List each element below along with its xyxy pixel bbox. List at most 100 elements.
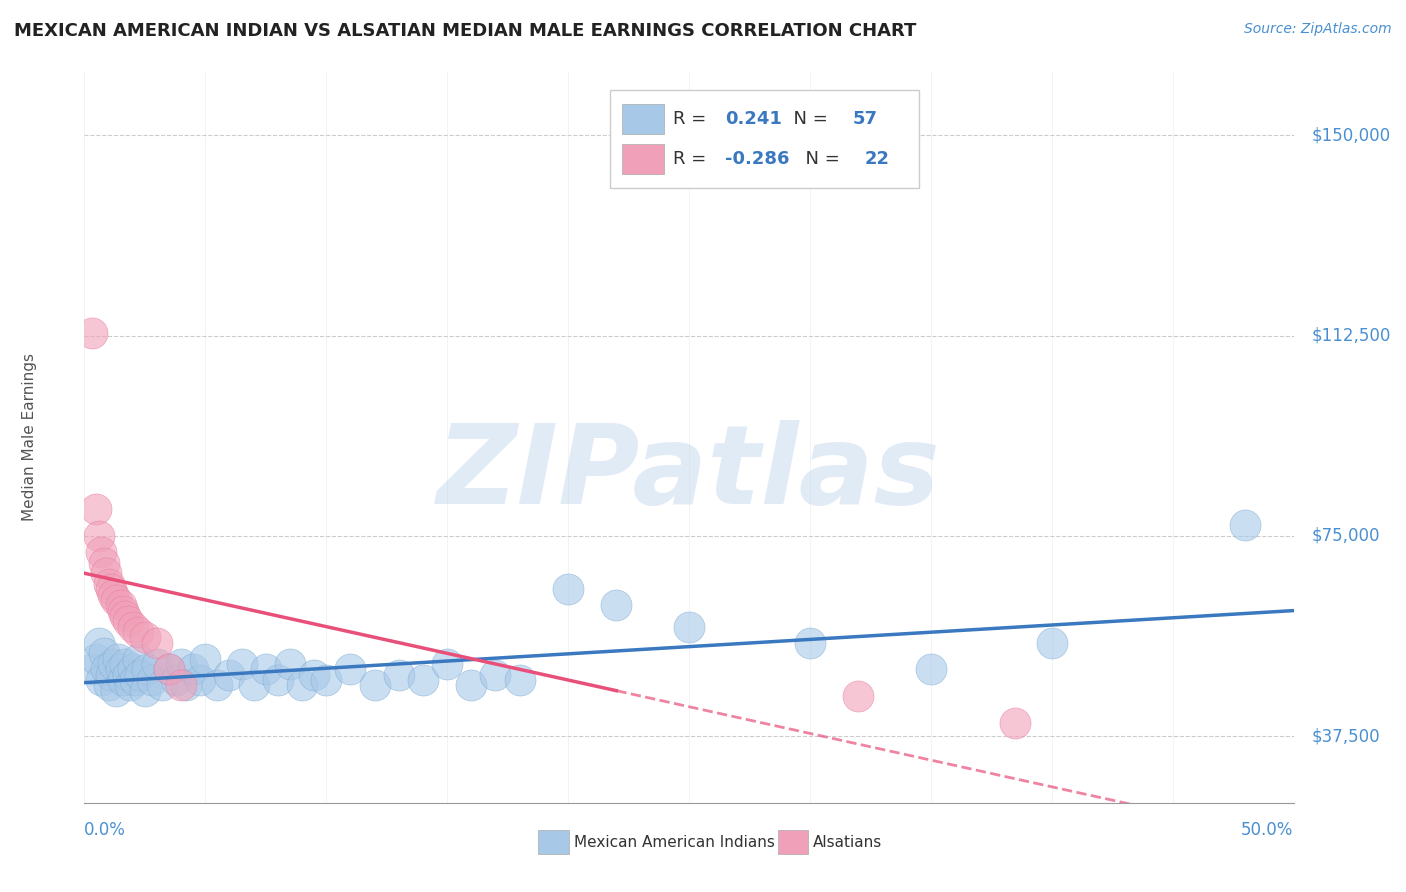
Text: ZIPatlas: ZIPatlas bbox=[437, 420, 941, 527]
Point bbox=[103, 657, 125, 671]
Point bbox=[190, 673, 212, 687]
Text: $75,000: $75,000 bbox=[1312, 527, 1381, 545]
Point bbox=[231, 657, 253, 671]
Point bbox=[127, 624, 149, 639]
Text: MEXICAN AMERICAN INDIAN VS ALSATIAN MEDIAN MALE EARNINGS CORRELATION CHART: MEXICAN AMERICAN INDIAN VS ALSATIAN MEDI… bbox=[14, 22, 917, 40]
Point bbox=[174, 678, 197, 692]
Point bbox=[100, 667, 122, 681]
Point bbox=[412, 673, 434, 687]
Text: 0.241: 0.241 bbox=[725, 110, 782, 128]
Point bbox=[267, 673, 290, 687]
Point bbox=[86, 651, 108, 665]
Point bbox=[436, 657, 458, 671]
Point bbox=[121, 619, 143, 633]
FancyBboxPatch shape bbox=[623, 103, 664, 135]
Point bbox=[94, 566, 117, 581]
Point bbox=[557, 582, 579, 597]
Point bbox=[242, 678, 264, 692]
Point bbox=[136, 662, 159, 676]
Text: N =: N = bbox=[782, 110, 834, 128]
Point bbox=[90, 545, 112, 559]
Point bbox=[124, 673, 146, 687]
FancyBboxPatch shape bbox=[610, 90, 918, 188]
Point bbox=[291, 678, 314, 692]
Point bbox=[120, 678, 142, 692]
Point bbox=[134, 630, 156, 644]
Point bbox=[103, 588, 125, 602]
Point bbox=[460, 678, 482, 692]
Point bbox=[107, 651, 129, 665]
Point bbox=[127, 651, 149, 665]
Point bbox=[207, 678, 229, 692]
Point bbox=[181, 662, 204, 676]
Point bbox=[90, 673, 112, 687]
Point bbox=[93, 556, 115, 570]
Point bbox=[87, 529, 110, 543]
FancyBboxPatch shape bbox=[623, 144, 664, 175]
Point bbox=[114, 609, 136, 624]
Point bbox=[150, 678, 173, 692]
Text: -0.286: -0.286 bbox=[725, 150, 790, 168]
Point bbox=[799, 635, 821, 649]
Point bbox=[80, 326, 103, 340]
Point bbox=[86, 502, 108, 516]
Point bbox=[846, 689, 869, 703]
Point bbox=[146, 635, 169, 649]
Text: $112,500: $112,500 bbox=[1312, 326, 1391, 344]
Point bbox=[146, 657, 169, 671]
Text: R =: R = bbox=[673, 150, 713, 168]
Point bbox=[170, 678, 193, 692]
Point bbox=[302, 667, 325, 681]
Point bbox=[363, 678, 385, 692]
Point bbox=[80, 662, 103, 676]
Point bbox=[117, 667, 139, 681]
Point bbox=[157, 662, 180, 676]
Point bbox=[194, 651, 217, 665]
Text: 50.0%: 50.0% bbox=[1241, 821, 1294, 839]
Text: R =: R = bbox=[673, 110, 713, 128]
Point bbox=[121, 662, 143, 676]
Point bbox=[678, 619, 700, 633]
Point bbox=[388, 667, 411, 681]
Point bbox=[484, 667, 506, 681]
Text: N =: N = bbox=[794, 150, 845, 168]
Point bbox=[100, 582, 122, 597]
Point bbox=[112, 604, 135, 618]
Point bbox=[1004, 715, 1026, 730]
Point bbox=[134, 683, 156, 698]
Text: Alsatians: Alsatians bbox=[813, 835, 882, 849]
Point bbox=[141, 673, 163, 687]
Point bbox=[104, 593, 127, 607]
Text: Median Male Earnings: Median Male Earnings bbox=[22, 353, 38, 521]
Text: 22: 22 bbox=[865, 150, 889, 168]
Point bbox=[509, 673, 531, 687]
Point bbox=[315, 673, 337, 687]
Point bbox=[170, 657, 193, 671]
Point bbox=[94, 662, 117, 676]
Point bbox=[104, 683, 127, 698]
Text: 0.0%: 0.0% bbox=[84, 821, 127, 839]
Point bbox=[87, 635, 110, 649]
Point bbox=[110, 599, 132, 613]
Point bbox=[97, 577, 120, 591]
Point bbox=[117, 614, 139, 628]
Point bbox=[114, 657, 136, 671]
Point bbox=[218, 667, 240, 681]
Point bbox=[157, 662, 180, 676]
Text: $37,500: $37,500 bbox=[1312, 727, 1381, 745]
Text: $150,000: $150,000 bbox=[1312, 127, 1391, 145]
Point bbox=[165, 673, 187, 687]
Point bbox=[97, 678, 120, 692]
Text: Source: ZipAtlas.com: Source: ZipAtlas.com bbox=[1244, 22, 1392, 37]
Point bbox=[920, 662, 942, 676]
Point bbox=[110, 662, 132, 676]
Point bbox=[278, 657, 301, 671]
Point bbox=[339, 662, 361, 676]
Point bbox=[605, 599, 627, 613]
Point bbox=[112, 673, 135, 687]
Point bbox=[254, 662, 277, 676]
Point bbox=[129, 667, 152, 681]
Point bbox=[1234, 518, 1257, 533]
Point bbox=[93, 646, 115, 660]
Point bbox=[1040, 635, 1063, 649]
